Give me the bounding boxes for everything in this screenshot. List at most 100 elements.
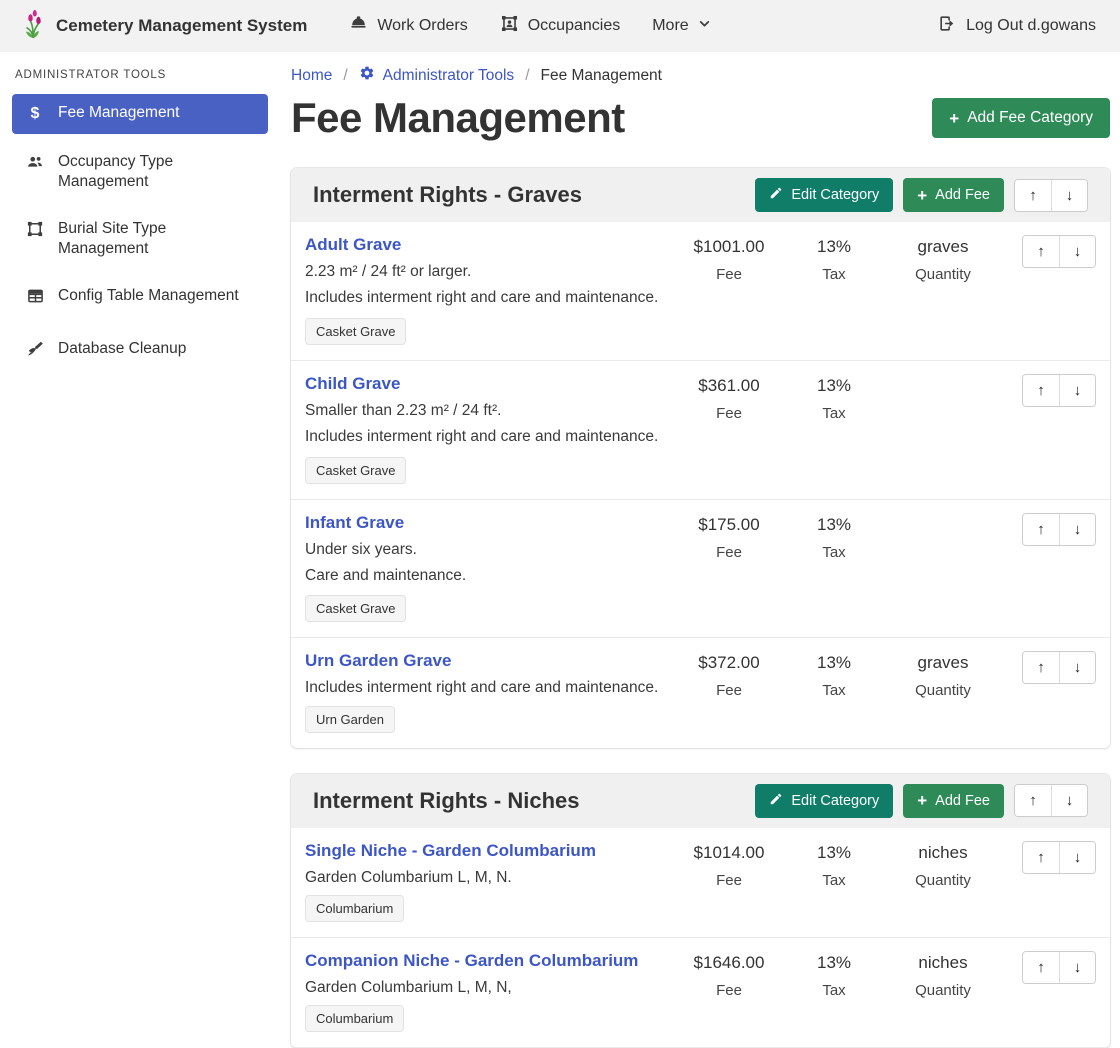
move-fee-down-button[interactable]: ↓ [1059, 842, 1095, 873]
fee-tax-column: 13% Tax [788, 841, 880, 889]
top-navbar: Cemetery Management System Work Orders [0, 0, 1120, 52]
fee-amount-label: Fee [670, 544, 788, 561]
add-fee-label: Add Fee [935, 793, 990, 809]
fee-reorder-group: ↑ ↓ [1022, 951, 1096, 984]
fee-amount-label: Fee [670, 266, 788, 283]
fee-description-2: Includes interment right and care and ma… [305, 288, 662, 307]
fee-quantity-label: Quantity [880, 266, 1006, 283]
fee-type-badge: Casket Grave [305, 595, 406, 622]
app-title: Cemetery Management System [56, 16, 307, 36]
fee-type-badge: Columbarium [305, 895, 404, 922]
fee-amount-value: $175.00 [670, 515, 788, 535]
hard-hat-icon [349, 14, 368, 38]
category-actions: Edit Category + Add Fee ↑ ↓ [755, 178, 1088, 212]
sidebar-item-burial-site-type-management[interactable]: Burial Site Type Management [12, 210, 268, 268]
move-fee-down-button[interactable]: ↓ [1059, 952, 1095, 983]
sidebar-item-config-table-management[interactable]: Config Table Management [12, 277, 268, 320]
sidebar-item-label: Database Cleanup [58, 339, 186, 359]
fee-tax-column: 13% Tax [788, 651, 880, 699]
fee-row: Child Grave Smaller than 2.23 m² / 24 ft… [291, 361, 1110, 500]
broom-icon [25, 340, 45, 364]
fee-amount-label: Fee [670, 872, 788, 889]
nav-item-work-orders[interactable]: Work Orders [333, 6, 483, 46]
breadcrumb-home-link[interactable]: Home [291, 67, 332, 85]
sidebar-item-database-cleanup[interactable]: Database Cleanup [12, 330, 268, 373]
move-category-down-button[interactable]: ↓ [1051, 180, 1087, 211]
sidebar-item-fee-management[interactable]: $ Fee Management [12, 94, 268, 134]
pencil-icon [769, 792, 783, 810]
move-fee-up-button[interactable]: ↑ [1023, 652, 1059, 683]
fee-reorder-group: ↑ ↓ [1022, 841, 1096, 874]
fee-details: Child Grave Smaller than 2.23 m² / 24 ft… [305, 374, 670, 484]
app-brand: Cemetery Management System [20, 9, 307, 44]
fee-name-link[interactable]: Adult Grave [305, 235, 401, 255]
fee-tax-label: Tax [788, 266, 880, 283]
category-fee-list: Adult Grave 2.23 m² / 24 ft² or larger. … [291, 222, 1110, 748]
edit-category-button[interactable]: Edit Category [755, 784, 893, 818]
fee-type-badge: Casket Grave [305, 318, 406, 345]
page-header: Fee Management + Add Fee Category [291, 94, 1110, 142]
move-fee-up-button[interactable]: ↑ [1023, 952, 1059, 983]
fee-quantity-column: Quantity [880, 374, 1006, 402]
sidebar: ADMINISTRATOR TOOLS $ Fee Management Occ… [0, 52, 280, 382]
nav-item-more[interactable]: More [636, 6, 726, 46]
sidebar-item-occupancy-type-management[interactable]: Occupancy Type Management [12, 143, 268, 201]
add-fee-button[interactable]: + Add Fee [903, 178, 1004, 212]
fee-row: Urn Garden Grave Includes interment righ… [291, 638, 1110, 747]
fee-reorder-group: ↑ ↓ [1022, 235, 1096, 268]
fee-name-link[interactable]: Child Grave [305, 374, 400, 394]
page-title: Fee Management [291, 94, 625, 142]
breadcrumb-separator: / [343, 67, 347, 85]
category-reorder-group: ↑ ↓ [1014, 179, 1088, 212]
fee-amount-column: $1001.00 Fee [670, 235, 788, 283]
nav-item-occupancies[interactable]: Occupancies [484, 6, 637, 46]
fee-description-2: Care and maintenance. [305, 566, 662, 585]
fee-quantity-column: Quantity [880, 513, 1006, 541]
fee-quantity-column: niches Quantity [880, 841, 1006, 889]
edit-category-button[interactable]: Edit Category [755, 178, 893, 212]
fee-name-link[interactable]: Infant Grave [305, 513, 404, 533]
breadcrumb-label: Administrator Tools [383, 67, 515, 85]
crop-frame-icon [25, 220, 45, 244]
fee-amount-value: $1001.00 [670, 237, 788, 257]
fee-amount-column: $361.00 Fee [670, 374, 788, 422]
move-fee-down-button[interactable]: ↓ [1059, 375, 1095, 406]
plus-icon: + [917, 792, 927, 809]
fee-name-link[interactable]: Urn Garden Grave [305, 651, 451, 671]
fee-tax-column: 13% Tax [788, 951, 880, 999]
logout-button[interactable]: Log Out d.gowans [938, 14, 1100, 38]
fee-description-1: Includes interment right and care and ma… [305, 678, 662, 697]
fee-name-link[interactable]: Companion Niche - Garden Columbarium [305, 951, 638, 971]
breadcrumb-admin-tools-link[interactable]: Administrator Tools [359, 65, 515, 86]
fee-tax-label: Tax [788, 544, 880, 561]
fee-type-badge: Urn Garden [305, 706, 395, 733]
move-fee-up-button[interactable]: ↑ [1023, 514, 1059, 545]
fee-quantity-label: Quantity [880, 982, 1006, 999]
fee-amount-column: $372.00 Fee [670, 651, 788, 699]
fee-type-badge: Columbarium [305, 1005, 404, 1032]
add-fee-category-button[interactable]: + Add Fee Category [932, 98, 1110, 138]
fee-description-1: Smaller than 2.23 m² / 24 ft². [305, 401, 662, 420]
fee-quantity-value: graves [880, 653, 1006, 673]
move-fee-up-button[interactable]: ↑ [1023, 842, 1059, 873]
fee-amount-label: Fee [670, 405, 788, 422]
fee-amount-value: $372.00 [670, 653, 788, 673]
move-category-down-button[interactable]: ↓ [1051, 785, 1087, 816]
move-fee-down-button[interactable]: ↓ [1059, 236, 1095, 267]
move-category-up-button[interactable]: ↑ [1015, 180, 1051, 211]
move-fee-down-button[interactable]: ↓ [1059, 514, 1095, 545]
fee-reorder-group: ↑ ↓ [1022, 651, 1096, 684]
edit-category-label: Edit Category [791, 187, 879, 203]
breadcrumb-current: Fee Management [541, 67, 663, 85]
add-fee-button[interactable]: + Add Fee [903, 784, 1004, 818]
fee-description-1: Garden Columbarium L, M, N, [305, 978, 662, 997]
fee-details: Adult Grave 2.23 m² / 24 ft² or larger. … [305, 235, 670, 345]
move-category-up-button[interactable]: ↑ [1015, 785, 1051, 816]
move-fee-down-button[interactable]: ↓ [1059, 652, 1095, 683]
fee-amount-column: $1646.00 Fee [670, 951, 788, 999]
users-icon [25, 153, 45, 177]
move-fee-up-button[interactable]: ↑ [1023, 375, 1059, 406]
fee-tax-value: 13% [788, 953, 880, 973]
move-fee-up-button[interactable]: ↑ [1023, 236, 1059, 267]
fee-name-link[interactable]: Single Niche - Garden Columbarium [305, 841, 596, 861]
